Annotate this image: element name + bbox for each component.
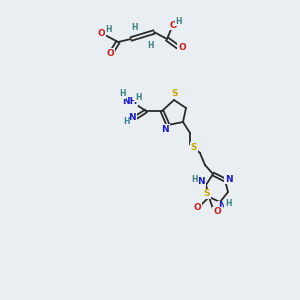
Text: O: O (97, 29, 105, 38)
Text: H: H (135, 92, 141, 101)
Text: O: O (106, 49, 114, 58)
Text: O: O (169, 20, 177, 29)
Text: N: N (225, 175, 233, 184)
Text: S: S (204, 190, 210, 199)
Text: O: O (178, 43, 186, 52)
Text: O: O (213, 208, 221, 217)
Text: N: N (218, 202, 226, 211)
Text: N: N (128, 112, 136, 122)
Text: S: S (191, 142, 197, 152)
Text: S: S (172, 89, 178, 98)
Text: H: H (119, 89, 125, 98)
Text: H: H (106, 26, 112, 34)
Text: H: H (176, 16, 182, 26)
Text: H: H (225, 200, 231, 208)
Text: H: H (131, 22, 137, 32)
Text: NH: NH (122, 97, 138, 106)
Text: N: N (161, 124, 169, 134)
Text: H: H (192, 176, 198, 184)
Text: O: O (193, 203, 201, 212)
Text: N: N (197, 178, 205, 187)
Text: H: H (123, 118, 129, 127)
Text: H: H (148, 40, 154, 50)
